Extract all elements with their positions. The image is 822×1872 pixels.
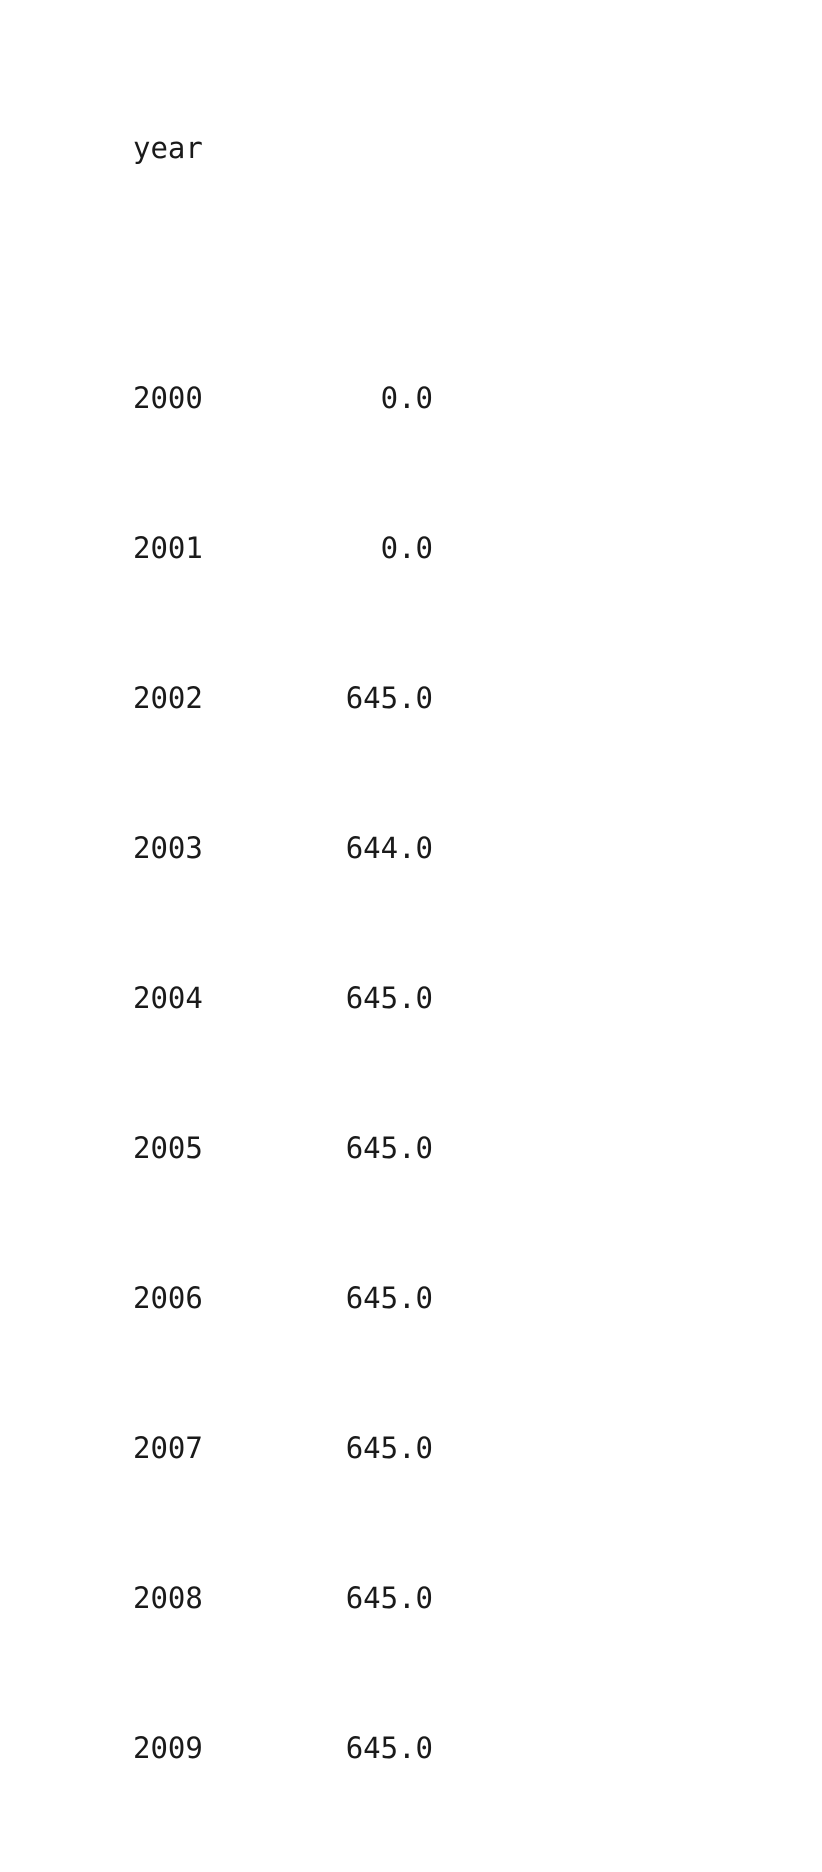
row-year: 2006 [133, 1281, 203, 1315]
row-year: 2004 [133, 981, 203, 1015]
row-value: 645.0 [345, 1731, 433, 1765]
table-row: 2000 0.0 [133, 373, 639, 423]
series-output: year 2000 0.0 2001 0.0 2002 645.0 2003 644.0… [133, 23, 639, 1872]
table-row: 2004 645.0 [133, 973, 639, 1023]
row-value: 0.0 [380, 531, 433, 565]
table-row: 2003 644.0 [133, 823, 639, 873]
table-row: 2007 645.0 [133, 1423, 639, 1473]
row-year: 2001 [133, 531, 203, 565]
index-name-header: year [133, 131, 203, 165]
table-row: 2005 645.0 [133, 1123, 639, 1173]
row-value: 645.0 [345, 981, 433, 1015]
row-year: 2002 [133, 681, 203, 715]
row-value: 645.0 [345, 1581, 433, 1615]
row-value: 644.0 [345, 831, 433, 865]
row-value: 0.0 [380, 381, 433, 415]
row-year: 2008 [133, 1581, 203, 1615]
row-year: 2007 [133, 1431, 203, 1465]
row-year: 2003 [133, 831, 203, 865]
row-value: 645.0 [345, 681, 433, 715]
row-value: 645.0 [345, 1131, 433, 1165]
row-value: 645.0 [345, 1431, 433, 1465]
row-year: 2000 [133, 381, 203, 415]
series-rows: 2000 0.0 2001 0.0 2002 645.0 2003 644.0 2004… [133, 273, 639, 1872]
table-row: 2006 645.0 [133, 1273, 639, 1323]
row-year: 2009 [133, 1731, 203, 1765]
table-row: 2001 0.0 [133, 523, 639, 573]
table-row: 2002 645.0 [133, 673, 639, 723]
row-year: 2005 [133, 1131, 203, 1165]
table-row: 2009 645.0 [133, 1723, 639, 1773]
table-row: 2008 645.0 [133, 1573, 639, 1623]
row-value: 645.0 [345, 1281, 433, 1315]
